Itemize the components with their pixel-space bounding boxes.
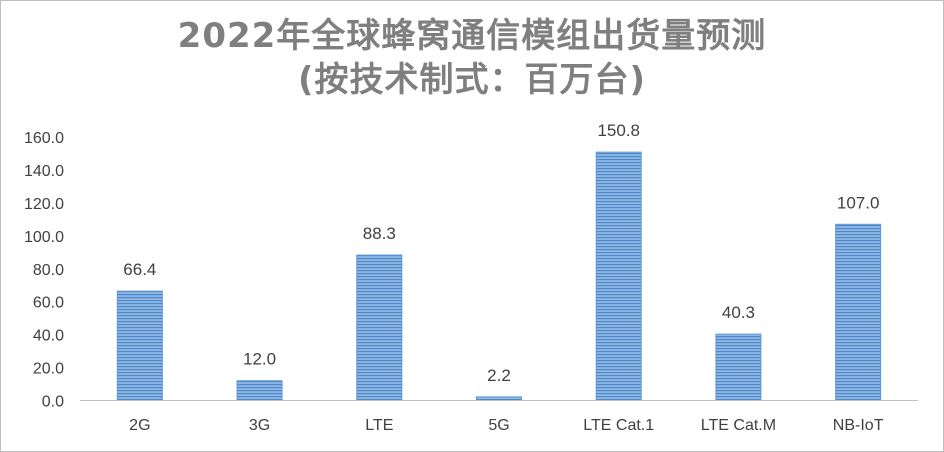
data-label: 2.2 — [487, 366, 511, 385]
x-tick-label: LTE Cat.1 — [583, 417, 654, 434]
chart-title-line2: (按技术制式：百万台) — [297, 60, 647, 100]
y-tick-label: 0.0 — [42, 394, 64, 411]
y-tick-label: 120.0 — [24, 196, 64, 213]
y-tick-label: 140.0 — [24, 163, 64, 180]
x-tick-label: LTE — [365, 417, 393, 434]
y-tick-label: 80.0 — [33, 262, 64, 279]
bar-3g — [236, 380, 283, 401]
chart-title: 2022年全球蜂窝通信模组出货量预测 (按技术制式：百万台) — [0, 14, 944, 102]
data-label: 107.0 — [837, 193, 880, 212]
bar-lte-cat-m — [715, 333, 762, 402]
bar-lte — [356, 254, 403, 401]
bar-5g — [476, 396, 522, 401]
data-labels: 66.4 12.0 88.3 2.2 150.8 40.3 107.0 — [123, 121, 879, 385]
x-tick-label: 5G — [488, 417, 509, 434]
data-label: 150.8 — [597, 121, 640, 140]
data-label: 12.0 — [243, 350, 276, 369]
y-tick-label: 60.0 — [33, 295, 64, 312]
bar-2g — [116, 290, 163, 401]
y-tick-label: 160.0 — [24, 130, 64, 147]
data-label: 88.3 — [363, 224, 396, 243]
x-axis-ticks: 2G 3G LTE 5G LTE Cat.1 LTE Cat.M NB-IoT — [129, 417, 884, 434]
x-tick-label: 2G — [129, 417, 150, 434]
bars — [116, 151, 882, 402]
x-tick-label: NB-IoT — [833, 417, 884, 434]
bar-nb-iot — [835, 223, 882, 401]
bar-lte-cat-1 — [595, 151, 642, 401]
y-tick-label: 20.0 — [33, 361, 64, 378]
y-tick-label: 100.0 — [24, 229, 64, 246]
data-label: 66.4 — [123, 260, 156, 279]
x-tick-label: 3G — [249, 417, 270, 434]
y-tick-label: 40.0 — [33, 328, 64, 345]
data-label: 40.3 — [722, 303, 755, 322]
x-tick-label: LTE Cat.M — [701, 417, 776, 434]
chart-title-line1: 2022年全球蜂窝通信模组出货量预测 — [177, 16, 767, 56]
y-axis-ticks: 0.0 20.0 40.0 60.0 80.0 100.0 120.0 140.0 160.0 — [24, 130, 64, 411]
